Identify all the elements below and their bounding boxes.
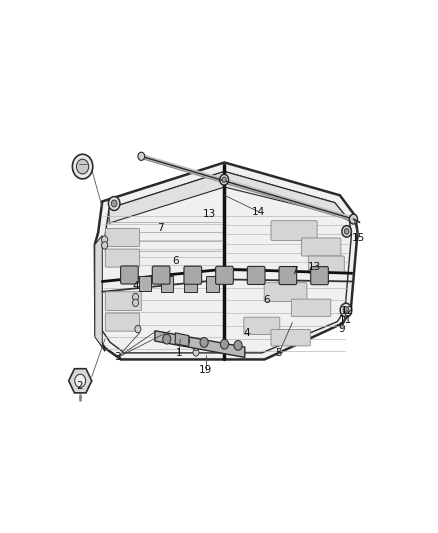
FancyBboxPatch shape — [311, 266, 328, 285]
Text: 12: 12 — [341, 306, 354, 317]
Polygon shape — [175, 333, 189, 346]
Text: 4: 4 — [133, 280, 140, 290]
Circle shape — [350, 214, 357, 224]
Circle shape — [132, 293, 138, 301]
Polygon shape — [224, 172, 350, 221]
FancyBboxPatch shape — [271, 329, 311, 346]
Text: 13: 13 — [308, 262, 321, 272]
FancyBboxPatch shape — [120, 266, 138, 284]
Text: 1: 1 — [175, 348, 182, 358]
Text: 3: 3 — [114, 352, 121, 362]
Text: 15: 15 — [352, 233, 365, 244]
Circle shape — [200, 337, 208, 348]
Polygon shape — [95, 236, 102, 347]
Text: 19: 19 — [199, 365, 212, 375]
Text: 14: 14 — [252, 207, 265, 217]
FancyBboxPatch shape — [308, 256, 344, 273]
FancyBboxPatch shape — [152, 266, 170, 284]
Text: 6: 6 — [264, 295, 270, 305]
Polygon shape — [102, 172, 351, 353]
Circle shape — [135, 325, 141, 333]
Polygon shape — [138, 276, 151, 292]
Circle shape — [344, 229, 349, 235]
Polygon shape — [206, 276, 219, 292]
Circle shape — [220, 174, 229, 185]
Circle shape — [102, 241, 108, 249]
Circle shape — [340, 303, 352, 317]
FancyBboxPatch shape — [271, 221, 317, 240]
Circle shape — [77, 159, 88, 174]
FancyBboxPatch shape — [105, 292, 141, 311]
Circle shape — [343, 306, 349, 314]
FancyBboxPatch shape — [105, 313, 140, 331]
Circle shape — [342, 225, 351, 237]
Circle shape — [108, 197, 120, 211]
Text: 7: 7 — [157, 223, 163, 233]
FancyBboxPatch shape — [279, 266, 297, 285]
Text: 4: 4 — [243, 328, 250, 338]
Polygon shape — [95, 335, 105, 351]
FancyBboxPatch shape — [244, 317, 280, 334]
Text: 6: 6 — [172, 256, 179, 266]
Circle shape — [234, 341, 242, 350]
FancyBboxPatch shape — [247, 266, 265, 285]
FancyBboxPatch shape — [184, 266, 201, 284]
Circle shape — [222, 177, 226, 182]
Circle shape — [102, 236, 108, 243]
Text: 7: 7 — [291, 266, 297, 276]
Polygon shape — [184, 276, 197, 292]
Text: 5: 5 — [276, 348, 282, 358]
FancyBboxPatch shape — [105, 249, 140, 267]
Circle shape — [162, 334, 171, 344]
FancyBboxPatch shape — [105, 229, 140, 247]
FancyBboxPatch shape — [215, 266, 233, 284]
Circle shape — [72, 154, 93, 179]
Polygon shape — [109, 172, 224, 223]
Circle shape — [193, 343, 199, 350]
Circle shape — [193, 349, 199, 356]
Circle shape — [111, 200, 117, 207]
FancyBboxPatch shape — [291, 299, 331, 317]
FancyBboxPatch shape — [301, 238, 341, 256]
Circle shape — [138, 152, 145, 160]
Circle shape — [181, 336, 190, 346]
Polygon shape — [161, 276, 173, 292]
Circle shape — [220, 339, 229, 349]
FancyBboxPatch shape — [264, 282, 307, 302]
Text: 9: 9 — [338, 324, 345, 334]
Text: 11: 11 — [338, 316, 352, 326]
Text: 13: 13 — [202, 209, 216, 219]
Polygon shape — [155, 330, 245, 358]
Circle shape — [75, 374, 86, 387]
Circle shape — [238, 349, 244, 356]
Text: 2: 2 — [76, 381, 82, 391]
Polygon shape — [95, 163, 357, 359]
Circle shape — [132, 299, 138, 306]
